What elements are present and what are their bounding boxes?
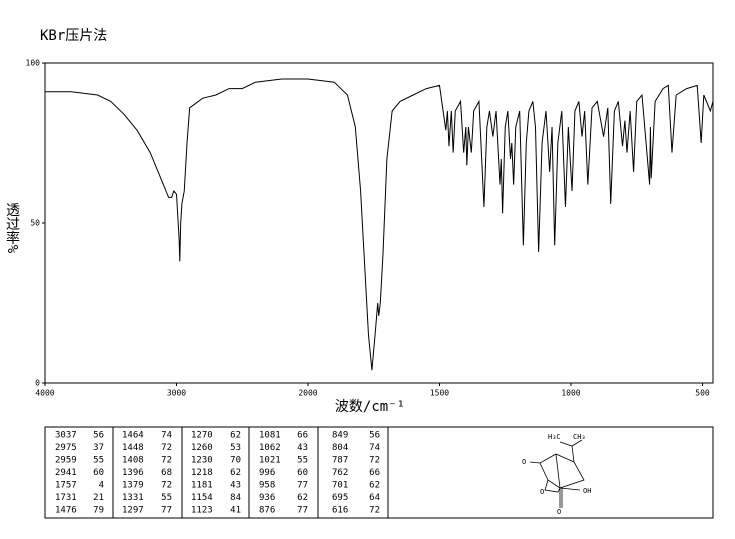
- table-cell: 1154: [191, 493, 213, 503]
- table-cell: 21: [93, 493, 104, 503]
- table-cell: 64: [369, 493, 380, 503]
- table-cell: 616: [332, 506, 348, 516]
- table-cell: 876: [259, 506, 275, 516]
- table-cell: 1757: [55, 481, 77, 491]
- table-cell: 2941: [55, 468, 77, 478]
- table-cell: 72: [369, 506, 380, 516]
- table-cell: 72: [161, 456, 172, 466]
- table-cell: 55: [161, 493, 172, 503]
- table-cell: 77: [161, 506, 172, 516]
- table-cell: 701: [332, 481, 348, 491]
- table-cell: 55: [297, 456, 308, 466]
- table-dividers: [112, 427, 389, 518]
- table-cell: 1396: [122, 468, 144, 478]
- table-cell: 41: [230, 506, 241, 516]
- table-cell: 72: [161, 443, 172, 453]
- table-cell: 74: [369, 443, 380, 453]
- table-cell: 1379: [122, 481, 144, 491]
- x-tick-label: 2000: [298, 389, 317, 398]
- structure-label: OH: [583, 487, 591, 495]
- table-cell: 62: [297, 493, 308, 503]
- table-cell: 1230: [191, 456, 213, 466]
- table-frame: [44, 426, 714, 519]
- table-cell: 1297: [122, 506, 144, 516]
- table-cell: 1062: [259, 443, 281, 453]
- table-cell: 43: [230, 481, 241, 491]
- table-cell: 60: [297, 468, 308, 478]
- table-cell: 2959: [55, 456, 77, 466]
- table-cell: 77: [297, 506, 308, 516]
- table-cell: 79: [93, 506, 104, 516]
- table-cell: 936: [259, 493, 275, 503]
- table-cell: 3037: [55, 431, 77, 441]
- table-cell: 1408: [122, 456, 144, 466]
- table-cell: 787: [332, 456, 348, 466]
- table-cell: 996: [259, 468, 275, 478]
- table-cell: 1270: [191, 431, 213, 441]
- structure-label: O: [540, 488, 544, 496]
- table-cell: 1081: [259, 431, 281, 441]
- table-cell: 1181: [191, 481, 213, 491]
- table-cell: 695: [332, 493, 348, 503]
- x-tick-label: 3000: [167, 389, 186, 398]
- table-cell: 66: [297, 431, 308, 441]
- table-cell: 1123: [191, 506, 213, 516]
- table-cell: 68: [161, 468, 172, 478]
- table-cell: 1464: [122, 431, 144, 441]
- table-cell: 56: [93, 431, 104, 441]
- table-cell: 1476: [55, 506, 77, 516]
- table-cell: 804: [332, 443, 348, 453]
- structure-label: H₃C: [548, 433, 561, 441]
- table-cell: 1731: [55, 493, 77, 503]
- table-cell: 1260: [191, 443, 213, 453]
- table-cell: 77: [297, 481, 308, 491]
- table-cell: 66: [369, 468, 380, 478]
- y-tick-label: 50: [30, 219, 40, 228]
- table-cell: 62: [369, 481, 380, 491]
- x-tick-label: 4000: [35, 389, 54, 398]
- x-tick-label: 500: [695, 389, 710, 398]
- y-tick-label: 0: [35, 379, 40, 388]
- table-cell: 1448: [122, 443, 144, 453]
- table-cell: 53: [230, 443, 241, 453]
- table-cell: 43: [297, 443, 308, 453]
- structure-drawing: [529, 439, 585, 508]
- y-tick-label: 100: [26, 59, 41, 68]
- table-cell: 958: [259, 481, 275, 491]
- table-cell: 1331: [122, 493, 144, 503]
- table-cell: 55: [93, 456, 104, 466]
- table-cell: 84: [230, 493, 241, 503]
- table-cell: 2975: [55, 443, 77, 453]
- table-cell: 4: [99, 481, 104, 491]
- chart-title: KBr压片法: [40, 28, 107, 44]
- table-cell: 60: [93, 468, 104, 478]
- table-cell: 72: [369, 456, 380, 466]
- table-cell: 72: [161, 481, 172, 491]
- structure-label: O: [522, 458, 526, 466]
- table-cell: 70: [230, 456, 241, 466]
- x-tick-label: 1500: [430, 389, 449, 398]
- table-cell: 74: [161, 431, 172, 441]
- table-cell: 62: [230, 431, 241, 441]
- table-cell: 56: [369, 431, 380, 441]
- table-cell: 1218: [191, 468, 213, 478]
- x-tick-label: 1000: [561, 389, 580, 398]
- structure-label: CH₃: [573, 433, 586, 441]
- table-cell: 849: [332, 431, 348, 441]
- x-axis-label: 波数/cm⁻¹: [335, 399, 405, 415]
- y-axis-label: 透过率%: [4, 203, 20, 254]
- spectrum-line: [45, 78, 714, 371]
- structure-label: O: [557, 508, 561, 516]
- plot-frame: [44, 62, 714, 384]
- table-cell: 62: [230, 468, 241, 478]
- table-cell: 1021: [259, 456, 281, 466]
- table-cell: 37: [93, 443, 104, 453]
- table-cell: 762: [332, 468, 348, 478]
